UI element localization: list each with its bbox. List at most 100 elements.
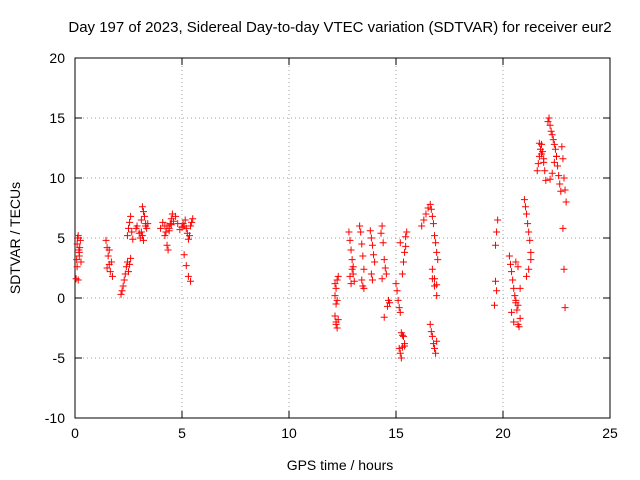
data-point (380, 256, 388, 264)
data-point (398, 270, 406, 278)
data-point (508, 308, 516, 316)
data-point (395, 304, 403, 312)
data-point (560, 265, 568, 273)
data-point (508, 268, 516, 276)
x-axis-label: GPS time / hours (287, 457, 394, 473)
data-point (557, 187, 565, 195)
data-point (165, 227, 173, 235)
data-point (397, 354, 405, 362)
data-point (527, 248, 535, 256)
data-point (549, 136, 557, 144)
data-point (129, 235, 137, 243)
data-point (490, 301, 498, 309)
data-point (534, 160, 542, 168)
data-point (433, 292, 441, 300)
data-point (102, 236, 110, 244)
data-point (493, 287, 501, 295)
data-point (138, 203, 146, 211)
data-point (182, 262, 190, 270)
data-point (512, 296, 520, 304)
x-tick-label: 25 (602, 425, 618, 441)
data-point (381, 264, 389, 272)
data-point (541, 167, 549, 175)
data-point (334, 272, 342, 280)
data-point (119, 282, 127, 290)
data-point (540, 158, 548, 166)
data-point (434, 256, 442, 264)
data-point (432, 239, 440, 247)
data-point (429, 220, 437, 228)
data-point (554, 162, 562, 170)
data-point (510, 318, 518, 326)
data-point (182, 224, 190, 232)
data-point (169, 217, 177, 225)
data-point (349, 270, 357, 278)
data-point (377, 229, 385, 237)
data-point (356, 222, 364, 230)
data-point (139, 208, 147, 216)
data-point (401, 342, 409, 350)
data-point (523, 272, 531, 280)
data-point (538, 150, 546, 158)
data-point (346, 236, 354, 244)
data-point (431, 282, 439, 290)
data-point (553, 152, 560, 160)
x-tick-label: 0 (71, 425, 79, 441)
data-point (542, 176, 550, 184)
data-point (380, 313, 388, 321)
data-point (562, 198, 570, 206)
data-point (108, 272, 116, 280)
data-point (432, 349, 440, 357)
data-point (333, 276, 341, 284)
data-point (332, 284, 340, 292)
y-axis-label: SDTVAR / TECUs (7, 182, 23, 294)
data-point (492, 241, 500, 249)
data-point (560, 174, 568, 182)
data-point (167, 221, 175, 229)
data-point (547, 127, 555, 135)
data-point (556, 180, 564, 188)
data-point (525, 228, 533, 236)
data-point (378, 275, 386, 283)
data-points (72, 114, 570, 362)
data-point (331, 292, 339, 300)
data-point (163, 241, 171, 249)
data-point (77, 258, 85, 266)
data-point (523, 210, 531, 218)
data-point (514, 301, 522, 309)
data-point (533, 167, 541, 175)
data-point (366, 227, 374, 235)
data-point (427, 205, 435, 213)
data-point (357, 228, 365, 236)
data-point (428, 265, 436, 273)
data-point (494, 216, 502, 224)
data-point (548, 131, 556, 139)
data-point (125, 268, 132, 276)
grid-lines (75, 58, 610, 418)
data-point (370, 251, 378, 259)
data-point (396, 239, 404, 247)
data-point (402, 242, 410, 250)
data-point (516, 284, 524, 292)
data-point (157, 224, 165, 232)
data-point (505, 252, 513, 260)
y-tick-label: -5 (53, 350, 66, 366)
data-point (103, 264, 111, 272)
data-point (510, 284, 518, 292)
data-point (392, 280, 400, 288)
data-point (561, 186, 569, 194)
y-tick-label: 0 (57, 290, 65, 306)
data-point (527, 256, 535, 264)
data-point (73, 263, 81, 271)
x-tick-label: 10 (281, 425, 297, 441)
data-point (515, 323, 523, 331)
x-tick-label: 20 (495, 425, 511, 441)
data-point (428, 212, 436, 220)
data-point (332, 320, 340, 328)
data-point (514, 263, 522, 271)
data-point (73, 256, 81, 264)
data-point (360, 284, 368, 292)
data-point (506, 260, 514, 268)
data-point (512, 258, 520, 266)
